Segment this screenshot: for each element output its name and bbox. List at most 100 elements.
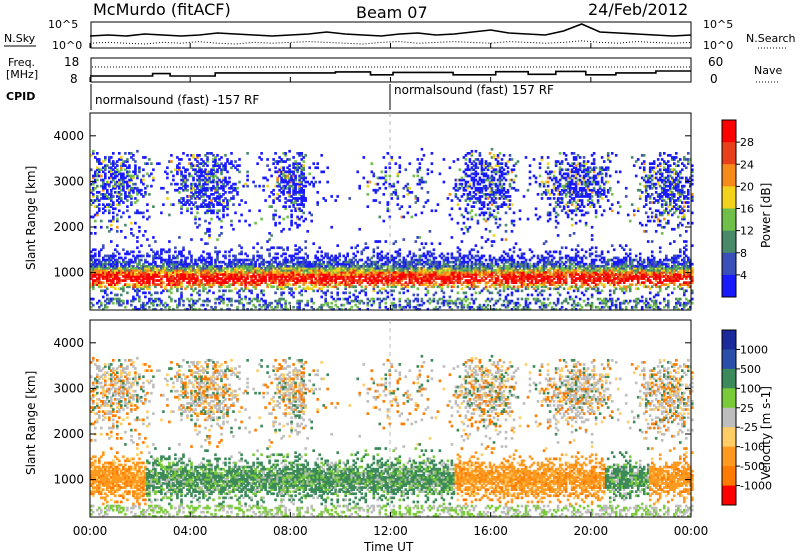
power-cell [394, 260, 398, 264]
power-cell [390, 158, 394, 161]
power-cell [206, 279, 209, 282]
power-cell [336, 271, 339, 274]
power-cell [292, 170, 295, 174]
power-cell [502, 182, 506, 186]
power-cell [110, 172, 113, 176]
power-cell [458, 254, 462, 258]
power-cell [138, 307, 141, 311]
power-cell [476, 158, 480, 161]
power-cell [392, 289, 396, 293]
power-cell [368, 266, 372, 270]
power-cell [282, 252, 285, 256]
power-cell [486, 273, 490, 276]
power-cell [478, 154, 482, 157]
power-cell [168, 264, 171, 268]
power-cell [94, 178, 97, 182]
power-cell [106, 266, 109, 270]
power-cell [482, 180, 486, 184]
power-cell [198, 289, 201, 293]
power-cell [208, 299, 211, 303]
power-cell [442, 291, 446, 295]
power-cell [398, 291, 402, 295]
power-cell [452, 281, 456, 284]
power-cell [334, 271, 337, 274]
power-cell [294, 176, 297, 180]
power-cell [140, 264, 143, 268]
power-cell [466, 203, 470, 206]
power-cell [180, 178, 183, 182]
power-cell [212, 164, 215, 167]
power-cell [208, 207, 211, 211]
power-cell [290, 289, 293, 293]
power-cell [450, 217, 454, 221]
power-cell [352, 285, 355, 289]
power-cell [240, 213, 243, 217]
power-cell [182, 273, 185, 276]
power-cell [272, 215, 275, 219]
power-cell [214, 305, 217, 309]
power-cell [254, 184, 257, 188]
power-cell [134, 273, 137, 276]
power-cell [142, 215, 145, 219]
power-cell [100, 219, 103, 223]
power-cell [304, 287, 307, 291]
power-cell [190, 186, 193, 190]
power-cell [294, 160, 297, 163]
power-cell [304, 275, 307, 278]
power-cell [248, 262, 251, 266]
power-cell [180, 287, 183, 291]
power-cell [386, 252, 390, 256]
power-cell [252, 297, 255, 301]
power-cell [316, 279, 319, 282]
power-cell [262, 303, 265, 307]
power-cell [428, 281, 432, 284]
power-cell [144, 260, 147, 264]
power-cell [482, 174, 486, 178]
power-cell [154, 297, 157, 301]
power-cell [206, 297, 209, 301]
power-cell [282, 160, 285, 163]
power-cell [230, 262, 233, 266]
power-cell [352, 299, 355, 303]
power-cell [470, 297, 474, 301]
power-cell [306, 301, 309, 305]
power-cell [300, 273, 303, 276]
power-cell [282, 275, 285, 278]
power-cell [378, 256, 382, 260]
power-cell [302, 279, 305, 282]
power-cell [110, 299, 113, 303]
power-cell [180, 266, 183, 270]
power-cell [512, 258, 516, 262]
power-cell [372, 287, 376, 291]
power-cell [506, 277, 510, 280]
power-cell [138, 250, 141, 254]
power-cell [366, 307, 370, 311]
power-cell [426, 299, 430, 303]
power-cell [250, 307, 253, 311]
power-cell [124, 176, 127, 180]
power-cell [412, 273, 416, 276]
power-cell [118, 256, 121, 260]
power-cell [124, 160, 127, 163]
power-cell [320, 305, 323, 309]
power-cell [168, 248, 171, 252]
power-cell [170, 279, 173, 282]
power-cell [344, 271, 347, 274]
power-cell [190, 256, 193, 260]
power-cell [282, 258, 285, 262]
power-cell [312, 281, 315, 284]
power-cell [432, 258, 436, 262]
power-cell [176, 254, 179, 258]
power-cell [366, 297, 370, 301]
power-cell [458, 301, 462, 305]
power-cell [492, 201, 496, 204]
power-cell [480, 246, 484, 250]
power-cell [204, 299, 207, 303]
power-cell [514, 301, 518, 305]
power-cell [324, 252, 327, 256]
power-cell [184, 271, 187, 274]
power-cell [424, 271, 428, 274]
power-cell [180, 273, 183, 276]
power-cell [278, 264, 281, 268]
power-cell [244, 279, 247, 282]
